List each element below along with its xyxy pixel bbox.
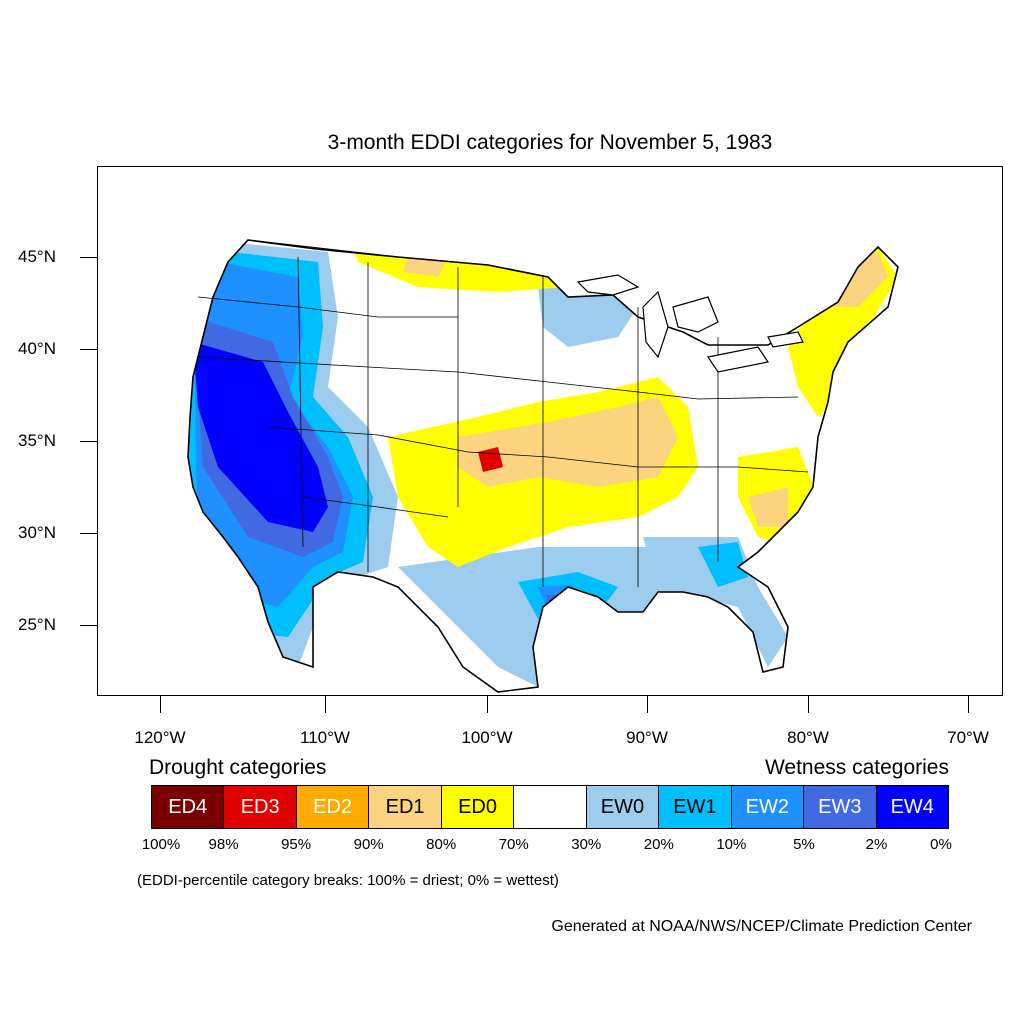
lon-tick (647, 696, 648, 713)
lat-tick (80, 441, 97, 442)
wetness-heading: Wetness categories (764, 756, 949, 779)
lon-label-110w: 110°W (300, 728, 350, 747)
break-label: 0% (930, 836, 952, 853)
lon-tick (968, 696, 969, 713)
legend-note: (EDDI-percentile category breaks: 100% =… (137, 872, 559, 889)
lon-label-100w: 100°W (461, 728, 513, 747)
legend-cell: ED4 (152, 786, 225, 828)
break-label: 95% (281, 836, 312, 853)
legend-cell: ED0 (441, 786, 515, 828)
legend-cell: ED2 (296, 786, 370, 828)
category-legend: ED4 ED3 ED2 ED1 ED0 EW0 EW1 EW2 EW3 EW4 (151, 785, 949, 829)
credit-line: Generated at NOAA/NWS/NCEP/Climate Predi… (551, 918, 972, 935)
legend-cell: EW2 (731, 786, 805, 828)
eddi-shading (188, 240, 898, 692)
lon-tick (808, 696, 809, 713)
lat-tick (80, 349, 97, 350)
lat-label-35n: 35°N (18, 431, 56, 450)
eddi-map (97, 166, 1003, 696)
break-label: 10% (716, 836, 747, 853)
lon-label-90w: 90°W (626, 728, 668, 747)
lon-label-120w: 120°W (134, 728, 186, 747)
lon-label-80w: 80°W (787, 728, 829, 747)
lat-label-45n: 45°N (18, 247, 56, 266)
map-canvas (187, 239, 899, 693)
break-label: 30% (571, 836, 602, 853)
legend-cell: ED3 (224, 786, 297, 828)
lat-tick (80, 625, 97, 626)
lat-label-25n: 25°N (18, 615, 56, 634)
lon-tick (160, 696, 161, 713)
legend-cell: ED1 (369, 786, 442, 828)
lon-label-70w: 70°W (947, 728, 989, 747)
lat-label-40n: 40°N (18, 339, 56, 358)
break-label: 20% (643, 836, 674, 853)
legend-cell: EW1 (659, 786, 732, 828)
break-label: 98% (208, 836, 239, 853)
lat-tick (80, 533, 97, 534)
break-label: 80% (426, 836, 457, 853)
state-borders (197, 256, 809, 587)
break-label: 100% (141, 836, 181, 853)
border-line (247, 239, 549, 278)
break-label: 5% (793, 836, 815, 853)
drought-heading: Drought categories (149, 756, 327, 779)
great-lakes (576, 274, 804, 373)
legend-cell (514, 786, 587, 828)
map-title: 3-month EDDI categories for November 5, … (327, 131, 773, 154)
break-label: 70% (498, 836, 529, 853)
break-label: 2% (865, 836, 888, 853)
lon-tick (325, 696, 326, 713)
lat-label-30n: 30°N (18, 523, 56, 542)
legend-cell: EW4 (876, 786, 948, 828)
lon-tick (487, 696, 488, 713)
lat-tick (80, 257, 97, 258)
break-label: 90% (353, 836, 384, 853)
legend-cell: EW0 (586, 786, 660, 828)
legend-cell: EW3 (804, 786, 877, 828)
